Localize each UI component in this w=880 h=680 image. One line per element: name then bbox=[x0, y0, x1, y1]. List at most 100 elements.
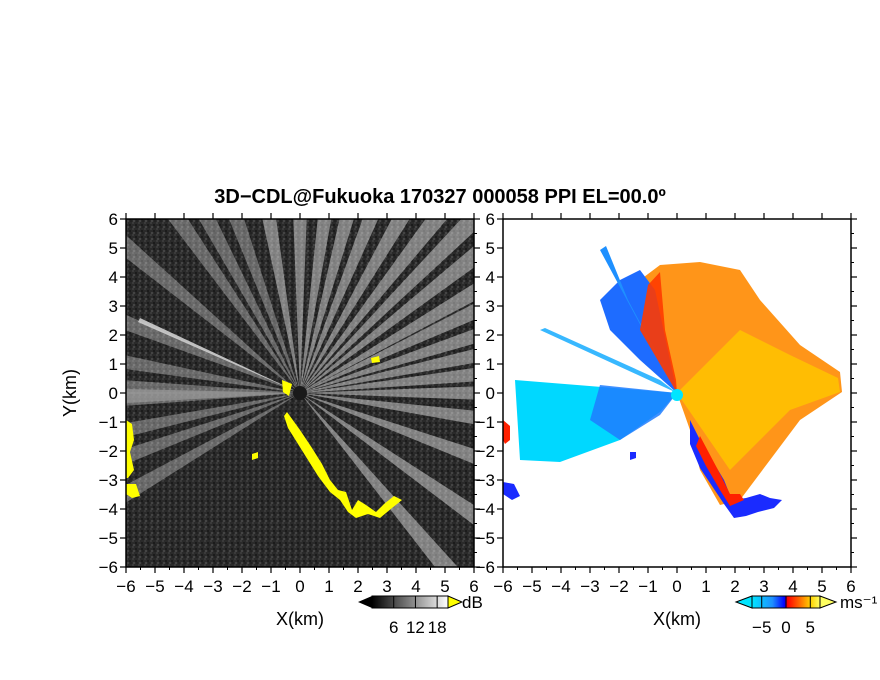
receding-sector bbox=[640, 272, 677, 393]
x-tick-label: 5 bbox=[440, 577, 449, 596]
y-axis-label: Y(km) bbox=[60, 369, 80, 417]
velocity-colorbar: −5 0 5 ms⁻¹ bbox=[734, 593, 878, 637]
beam bbox=[300, 219, 474, 393]
beam bbox=[126, 355, 300, 393]
x-tick-label: 2 bbox=[353, 577, 362, 596]
y-tick-label: 3 bbox=[109, 297, 118, 316]
y-tick-label: 5 bbox=[109, 239, 118, 258]
x-axis-label: X(km) bbox=[276, 609, 324, 629]
highlight-region bbox=[252, 452, 258, 460]
approaching-sector bbox=[590, 385, 677, 440]
y-tick-label: −2 bbox=[476, 442, 495, 461]
highlight-region bbox=[371, 356, 380, 363]
beam bbox=[300, 348, 474, 393]
beam bbox=[300, 219, 332, 393]
colorbar-arrow-left bbox=[358, 596, 372, 608]
beam bbox=[228, 219, 300, 393]
beam bbox=[300, 219, 448, 393]
colorbar-bar bbox=[371, 595, 449, 609]
highlight-region bbox=[126, 420, 134, 478]
x-tick-label: 1 bbox=[701, 577, 710, 596]
x-tick-label: −5 bbox=[145, 577, 164, 596]
beam bbox=[126, 389, 300, 403]
y-tick-label: 0 bbox=[109, 384, 118, 403]
colorbar-tick-label: 12 bbox=[406, 618, 425, 637]
y-tick-label: 2 bbox=[486, 326, 495, 345]
x-tick-label: 3 bbox=[759, 577, 768, 596]
colorbar-tick-label: 5 bbox=[806, 618, 815, 637]
beam bbox=[293, 219, 307, 393]
x-tick-label: −4 bbox=[551, 577, 570, 596]
x-tick-label: −1 bbox=[261, 577, 280, 596]
y-tick-label: 1 bbox=[486, 355, 495, 374]
y-tick-label: 2 bbox=[109, 326, 118, 345]
beam bbox=[300, 393, 474, 526]
x-tick-label: −2 bbox=[609, 577, 628, 596]
beam bbox=[300, 219, 410, 393]
reflectivity-colorbar: 6 12 18 dB bbox=[358, 593, 483, 637]
y-tick-label: 6 bbox=[109, 210, 118, 229]
approaching-sector bbox=[600, 270, 677, 393]
y-tick-label: −3 bbox=[476, 471, 495, 490]
y-tick-label: −2 bbox=[99, 442, 118, 461]
x-tick-label: 3 bbox=[382, 577, 391, 596]
beam bbox=[126, 393, 300, 465]
x-tick-label: −1 bbox=[638, 577, 657, 596]
beam bbox=[167, 219, 300, 393]
y-tick-label: 3 bbox=[486, 297, 495, 316]
x-tick-label: 6 bbox=[846, 577, 855, 596]
approaching-sector bbox=[540, 328, 677, 393]
x-tick-label: −6 bbox=[493, 577, 512, 596]
velocity-beams bbox=[503, 246, 842, 518]
x-tick-label: −3 bbox=[203, 577, 222, 596]
y-tick-label: −1 bbox=[476, 413, 495, 432]
colorbar-unit: dB bbox=[462, 593, 483, 612]
reflectivity-panel: −6 −5 −4 −3 −2 −1 0 1 2 3 4 5 6 −6 −5 −4 −3 −2 −1 0 1 2 3 4 5 6 bbox=[99, 210, 480, 596]
beam bbox=[300, 245, 474, 393]
colorbar-tick-label: 0 bbox=[781, 618, 790, 637]
y-tick-label: 6 bbox=[486, 210, 495, 229]
colorbar-tick-label: 6 bbox=[389, 618, 398, 637]
y-tick-label: 4 bbox=[109, 268, 118, 287]
reflectivity-highlights bbox=[126, 356, 402, 518]
velocity-ticks: −6 −5 −4 −3 −2 −1 0 1 2 3 4 5 6 −6 −5 −4 −3 −2 −1 0 1 2 3 4 5 6 bbox=[476, 210, 857, 596]
x-tick-label: 1 bbox=[324, 577, 333, 596]
beam bbox=[300, 393, 474, 465]
highlight-region bbox=[282, 380, 292, 396]
beam bbox=[262, 219, 300, 393]
y-tick-label: −5 bbox=[99, 529, 118, 548]
x-tick-label: 2 bbox=[730, 577, 739, 596]
x-tick-label: 4 bbox=[411, 577, 420, 596]
colorbar-arrow-right bbox=[819, 595, 838, 609]
radar-site bbox=[293, 386, 307, 400]
beam bbox=[300, 393, 474, 425]
radar-site bbox=[671, 389, 683, 401]
x-tick-label: −3 bbox=[580, 577, 599, 596]
beam bbox=[300, 386, 474, 400]
y-tick-label: 1 bbox=[109, 355, 118, 374]
fold-region bbox=[503, 482, 520, 500]
x-tick-label: −6 bbox=[116, 577, 135, 596]
highlight-region bbox=[126, 484, 140, 498]
colorbar-tick-label: 18 bbox=[428, 618, 447, 637]
beam bbox=[300, 283, 474, 393]
fold-region bbox=[696, 436, 744, 506]
highlight-region bbox=[284, 412, 402, 518]
y-tick-label: −5 bbox=[476, 529, 495, 548]
velocity-panel: −6 −5 −4 −3 −2 −1 0 1 2 3 4 5 6 −6 −5 −4 −3 −2 −1 0 1 2 3 4 5 6 bbox=[476, 210, 857, 596]
fold-region bbox=[503, 420, 510, 444]
colorbar-arrow-left bbox=[734, 595, 753, 609]
fold-region bbox=[630, 452, 636, 460]
y-tick-label: 5 bbox=[486, 239, 495, 258]
x-tick-label: 6 bbox=[469, 577, 478, 596]
chart-title: 3D−CDL@Fukuoka 170327 000058 PPI EL=00.0… bbox=[214, 186, 666, 208]
colorbar-arrow-right bbox=[447, 595, 464, 609]
colorbar-unit: ms⁻¹ bbox=[840, 593, 878, 612]
beam bbox=[126, 393, 300, 503]
x-tick-label: 0 bbox=[295, 577, 304, 596]
x-tick-label: 5 bbox=[817, 577, 826, 596]
y-tick-label: −4 bbox=[476, 500, 495, 519]
beam bbox=[300, 328, 474, 393]
x-tick-label: 4 bbox=[788, 577, 797, 596]
